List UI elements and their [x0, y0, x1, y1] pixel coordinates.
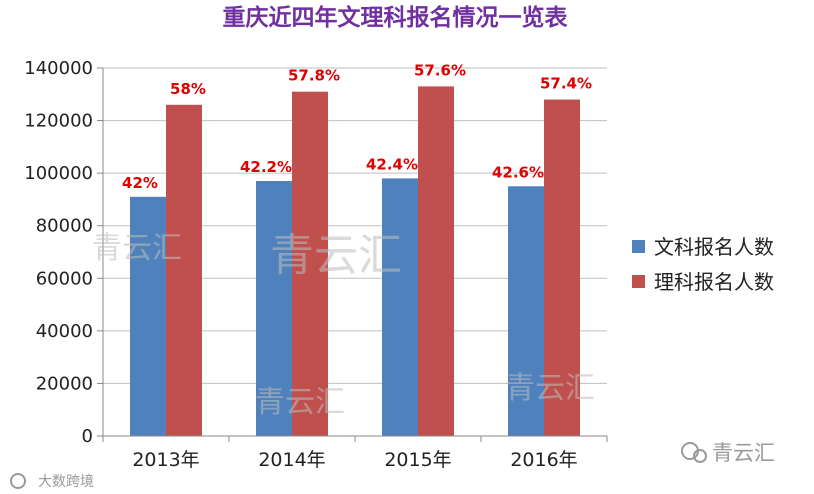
bar: [418, 86, 454, 437]
x-tick-label: 2013年: [132, 449, 199, 471]
bar: [508, 186, 544, 436]
legend-label: 文科报名人数: [654, 235, 774, 259]
y-tick-label: 140000: [24, 58, 93, 79]
legend-swatch: [632, 275, 645, 288]
data-labels: 42% 58% 42.2% 57.8% 42.4% 57.6% 42.6% 57.4%: [122, 61, 592, 191]
data-label: 57.6%: [414, 61, 466, 79]
watermark-brand: 青云汇: [255, 385, 345, 420]
data-label: 42%: [122, 174, 158, 192]
watermark-brand: 青云汇: [92, 231, 182, 266]
y-tick-label: 120000: [24, 111, 93, 132]
data-label: 58%: [170, 80, 206, 98]
watermarks: 青云汇 青云汇 青云汇 青云汇 青云汇 大数跨境: [10, 230, 775, 490]
y-tick-label: 80000: [36, 216, 93, 237]
legend-swatch: [632, 240, 645, 253]
bars: [130, 86, 580, 437]
data-label: 57.4%: [540, 75, 592, 93]
data-label: 42.2%: [240, 158, 292, 176]
y-tick-label: 60000: [36, 268, 93, 289]
watermark-source: 大数跨境: [38, 474, 94, 490]
x-axis: 2013年 2014年 2015年 2016年: [102, 435, 608, 471]
source-logo-icon: [10, 473, 26, 489]
bar: [544, 99, 580, 437]
y-tick-label: 20000: [36, 373, 93, 394]
source-watermark: 大数跨境: [10, 473, 94, 490]
x-tick-label: 2015年: [384, 449, 451, 471]
watermark-brand: 青云汇: [712, 441, 775, 465]
bar: [130, 196, 166, 436]
data-label: 57.8%: [288, 67, 340, 85]
data-label: 42.4%: [366, 155, 418, 173]
legend-label: 理科报名人数: [654, 270, 774, 294]
x-tick-label: 2014年: [258, 449, 325, 471]
wechat-watermark: 青云汇: [681, 441, 775, 465]
y-axis: 0 20000 40000 60000 80000 100000 120000 140000: [24, 58, 104, 447]
bar: [166, 104, 202, 437]
chart-title: 重庆近四年文理科报名情况一览表: [223, 4, 569, 31]
watermark-brand: 青云汇: [270, 230, 402, 281]
x-tick-label: 2016年: [510, 449, 577, 471]
data-label: 42.6%: [492, 163, 544, 181]
bar: [256, 181, 292, 436]
bar: [382, 178, 418, 436]
y-tick-label: 100000: [24, 163, 93, 184]
bar: [292, 91, 328, 437]
y-tick-label: 0: [82, 426, 93, 447]
watermark-brand: 青云汇: [505, 371, 595, 406]
wechat-icon: [693, 449, 707, 463]
y-tick-label: 40000: [36, 321, 93, 342]
